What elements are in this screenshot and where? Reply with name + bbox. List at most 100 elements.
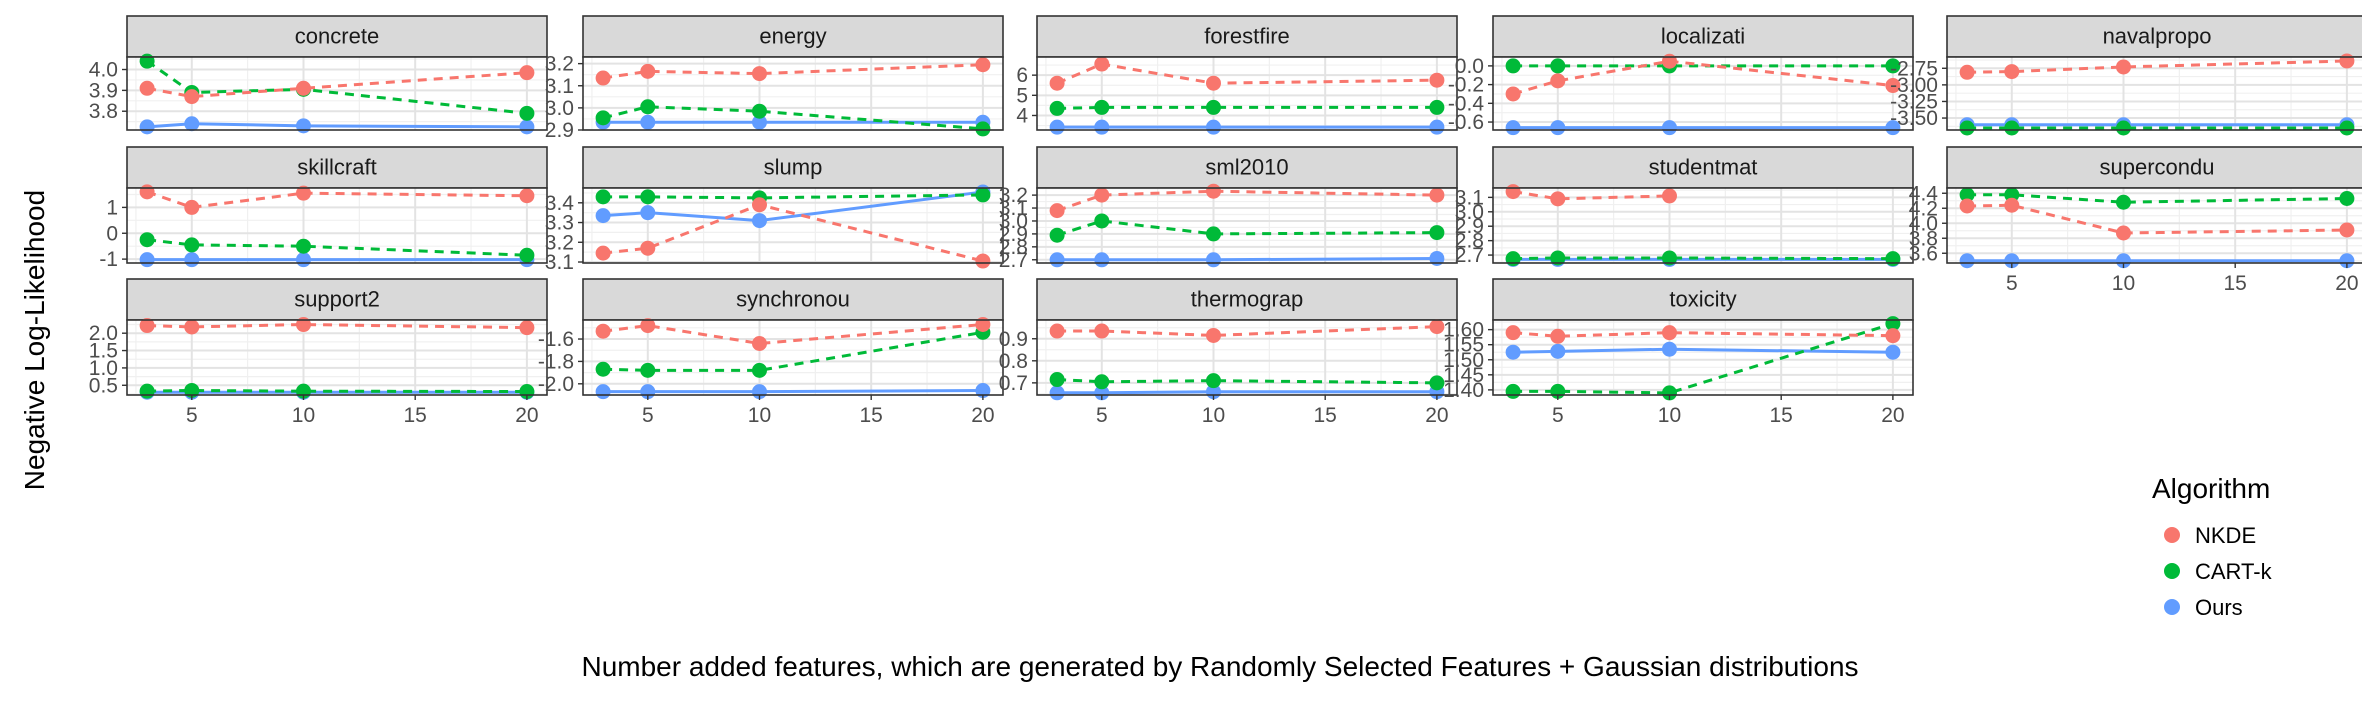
y-axis: 2.72.82.93.03.1 (1455, 186, 1493, 267)
point-nkde (1505, 325, 1521, 341)
point-ours (1205, 252, 1221, 268)
panel-title: support2 (294, 287, 380, 312)
point-nkde (2339, 53, 2355, 69)
point-cart-k (2115, 120, 2131, 136)
x-tick-label: 5 (2006, 272, 2018, 295)
panel-title: supercondu (2100, 155, 2215, 180)
y-tick-label: 3.2 (999, 184, 1028, 207)
panel-strip (582, 278, 1004, 321)
y-tick-label: 2.9 (999, 223, 1028, 246)
point-nkde (1661, 325, 1677, 341)
point-ours (751, 114, 767, 130)
y-axis: 3.63.84.04.24.4 (1909, 182, 1947, 265)
point-cart-k (2339, 120, 2355, 136)
series-line-ours (147, 122, 527, 129)
y-tick-label: 3.0 (1455, 201, 1484, 224)
panel-energy: energy 2.93.03.13.2 (545, 15, 1004, 142)
point-cart-k (1959, 120, 1975, 136)
y-tick-label: 1.45 (1443, 364, 1484, 387)
point-cart-k (1550, 250, 1566, 266)
point-cart-k (295, 238, 311, 254)
legend-entry-cart-k: CART-k (2164, 559, 2273, 584)
x-axis-support2: 5 10 15 20 (186, 395, 539, 427)
point-nkde (1205, 75, 1221, 91)
panel-strip (126, 278, 548, 321)
point-ours (184, 252, 200, 268)
panel-border (126, 187, 548, 264)
series-line-cart-k (146, 59, 528, 115)
y-tick-label: 4.4 (1909, 182, 1939, 205)
point-nkde (139, 184, 155, 200)
series-line-nkde (1967, 203, 2347, 235)
y-axis: 0.70.80.9 (999, 328, 1037, 395)
panel-title: studentmat (1649, 155, 1758, 180)
y-axis-title: Negative Log-Likelihood (19, 190, 50, 490)
point-ours (640, 114, 656, 130)
point-cart-k (1049, 227, 1065, 243)
point-cart-k (975, 121, 991, 137)
y-tick-label: 1 (106, 196, 118, 219)
point-nkde (184, 199, 200, 215)
series-line-nkde (1512, 190, 1670, 201)
point-nkde (2004, 64, 2020, 80)
point-ours (1959, 253, 1975, 269)
point-cart-k (1205, 99, 1221, 115)
panel-title: localizati (1661, 24, 1745, 49)
x-tick-label: 10 (1202, 404, 1225, 427)
point-nkde (595, 245, 611, 261)
point-nkde (1094, 323, 1110, 339)
y-tick-label: 4.0 (1909, 212, 1938, 235)
series-line-nkde (602, 322, 984, 346)
point-cart-k (1094, 213, 1110, 229)
panel-border (1946, 187, 2362, 264)
point-ours (139, 119, 155, 135)
y-tick-label: -0.4 (1448, 92, 1485, 115)
y-axis: -0.6-0.4-0.20.0 (1448, 55, 1493, 134)
panel-border (582, 187, 1004, 264)
point-nkde (640, 318, 656, 334)
point-nkde (640, 63, 656, 79)
panel-strip (1946, 146, 2362, 189)
panel-title: slump (764, 155, 823, 180)
point-ours (2339, 253, 2355, 269)
y-axis: 3.13.23.33.4 (545, 192, 583, 274)
point-cart-k (1094, 99, 1110, 115)
point-cart-k (751, 362, 767, 378)
series-line-cart-k (603, 193, 983, 200)
legend: Algorithm NKDE CART-k Ours (2152, 473, 2273, 620)
y-tick-label: 3.1 (545, 251, 574, 274)
y-tick-label: -1 (99, 248, 118, 271)
point-nkde (519, 65, 535, 81)
point-nkde (595, 323, 611, 339)
panel-border (1036, 187, 1458, 264)
point-ours (1049, 119, 1065, 135)
y-tick-label: 4.2 (1909, 197, 1938, 220)
point-nkde (2115, 225, 2131, 241)
panel-border (126, 319, 548, 396)
series-line-nkde (1056, 62, 1437, 85)
point-nkde (519, 320, 535, 336)
y-tick-label: 1.50 (1443, 349, 1484, 372)
y-tick-label: -3.00 (1890, 74, 1938, 97)
y-tick-label: 3.9 (89, 79, 118, 102)
point-cart-k (1505, 251, 1521, 267)
point-cart-k (139, 53, 155, 69)
point-ours (1661, 120, 1677, 136)
point-ours (1885, 120, 1901, 136)
gridlines (1493, 320, 1913, 395)
x-axis-toxicity: 5 10 15 20 (1552, 395, 1905, 427)
point-nkde (1959, 64, 1975, 80)
panel-supercondu: supercondu 3.63.84.04.24.4 (1909, 146, 2362, 269)
point-nkde (1049, 203, 1065, 219)
y-tick-label: 3.0 (545, 97, 574, 120)
series-group (1049, 56, 1445, 135)
y-tick-label: 3.2 (545, 53, 574, 76)
point-ours (595, 208, 611, 224)
series-line-ours (603, 389, 983, 394)
y-axis: 456 (1016, 64, 1037, 127)
x-tick-label: 20 (1881, 404, 1904, 427)
point-cart-k (519, 247, 535, 263)
point-cart-k (1094, 374, 1110, 390)
panel-slump: slump 3.13.23.33.4 (545, 146, 1004, 274)
point-nkde (1550, 328, 1566, 344)
